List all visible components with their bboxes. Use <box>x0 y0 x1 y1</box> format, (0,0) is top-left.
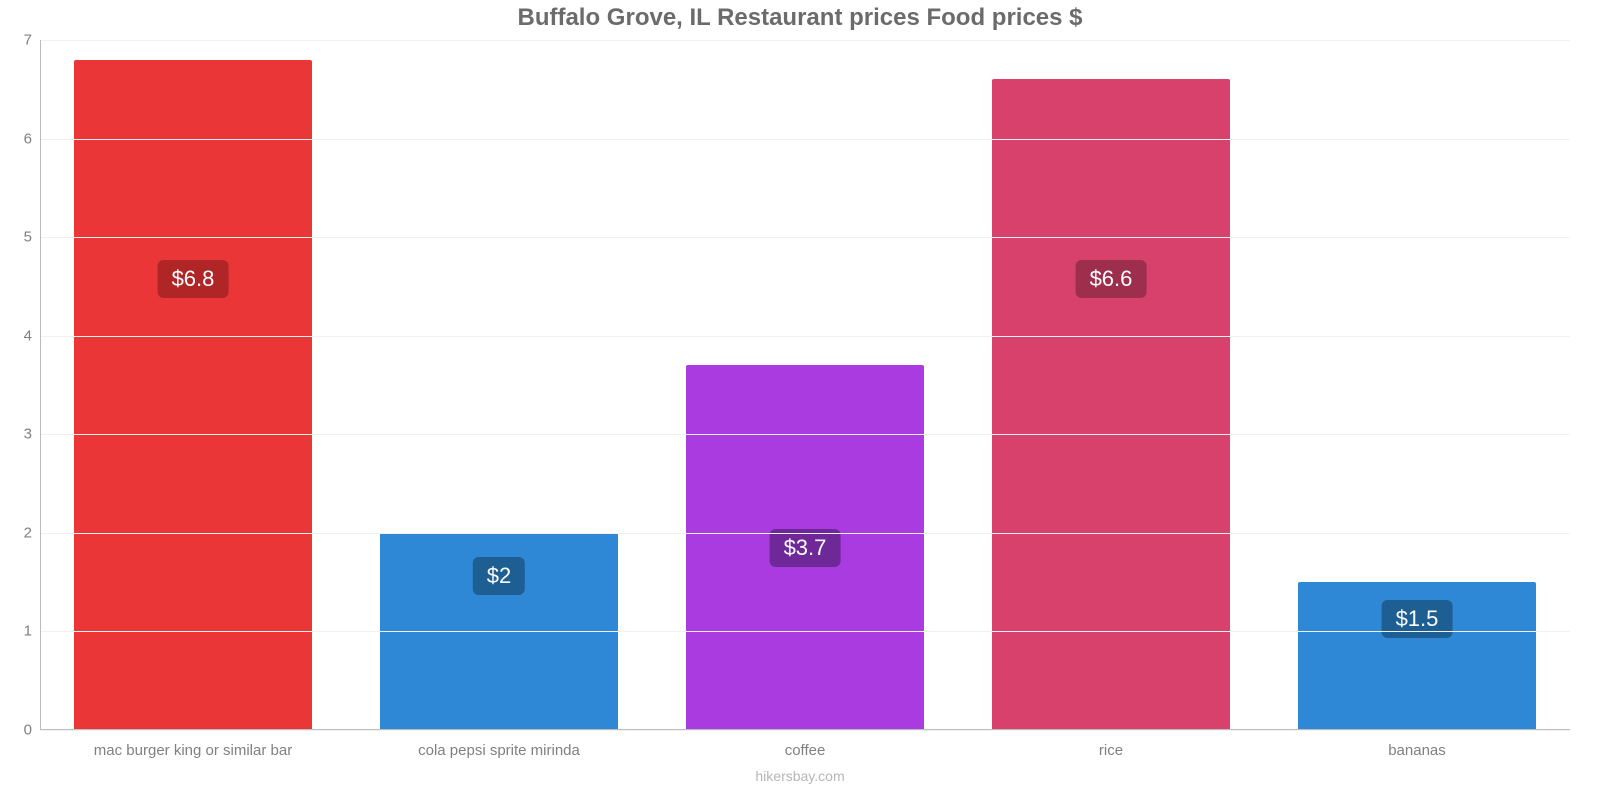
chart-title: Buffalo Grove, IL Restaurant prices Food… <box>0 4 1600 32</box>
credit-text: hikersbay.com <box>0 768 1600 784</box>
x-axis-label: bananas <box>1264 742 1570 759</box>
x-axis-label: mac burger king or similar bar <box>40 742 346 759</box>
x-axis-label: rice <box>958 742 1264 759</box>
bar: $3.7 <box>686 365 925 730</box>
grid-line <box>40 434 1570 435</box>
y-tick-label: 4 <box>10 327 32 344</box>
y-tick-label: 2 <box>10 524 32 541</box>
price-bar-chart: Buffalo Grove, IL Restaurant prices Food… <box>0 0 1600 800</box>
bar-slot: $6.6 <box>958 40 1264 730</box>
bar-slot: $2 <box>346 40 652 730</box>
value-badge: $2 <box>473 557 525 595</box>
y-tick-label: 0 <box>10 722 32 739</box>
bars-row: $6.8 $2 $3.7 $6.6 $1.5 <box>40 40 1570 730</box>
x-axis-labels: mac burger king or similar barcola pepsi… <box>40 742 1570 759</box>
grid-line <box>40 533 1570 534</box>
x-axis-line <box>40 729 1570 730</box>
y-tick-label: 5 <box>10 229 32 246</box>
x-axis-label: coffee <box>652 742 958 759</box>
grid-line <box>40 631 1570 632</box>
x-axis-label: cola pepsi sprite mirinda <box>346 742 652 759</box>
bar-slot: $6.8 <box>40 40 346 730</box>
value-badge: $6.8 <box>158 260 229 298</box>
grid-line <box>40 336 1570 337</box>
bar-slot: $1.5 <box>1264 40 1570 730</box>
grid-line <box>40 139 1570 140</box>
y-tick-label: 7 <box>10 32 32 49</box>
y-tick-label: 1 <box>10 623 32 640</box>
grid-line <box>40 40 1570 41</box>
y-axis-line <box>40 40 41 730</box>
grid-line <box>40 237 1570 238</box>
y-tick-label: 3 <box>10 426 32 443</box>
bar: $6.8 <box>74 60 313 730</box>
plot-area: $6.8 $2 $3.7 $6.6 $1.5 <box>40 40 1570 730</box>
value-badge: $3.7 <box>770 529 841 567</box>
value-badge: $6.6 <box>1076 260 1147 298</box>
bar-slot: $3.7 <box>652 40 958 730</box>
bar: $1.5 <box>1298 582 1537 730</box>
grid-line <box>40 730 1570 731</box>
y-tick-label: 6 <box>10 130 32 147</box>
